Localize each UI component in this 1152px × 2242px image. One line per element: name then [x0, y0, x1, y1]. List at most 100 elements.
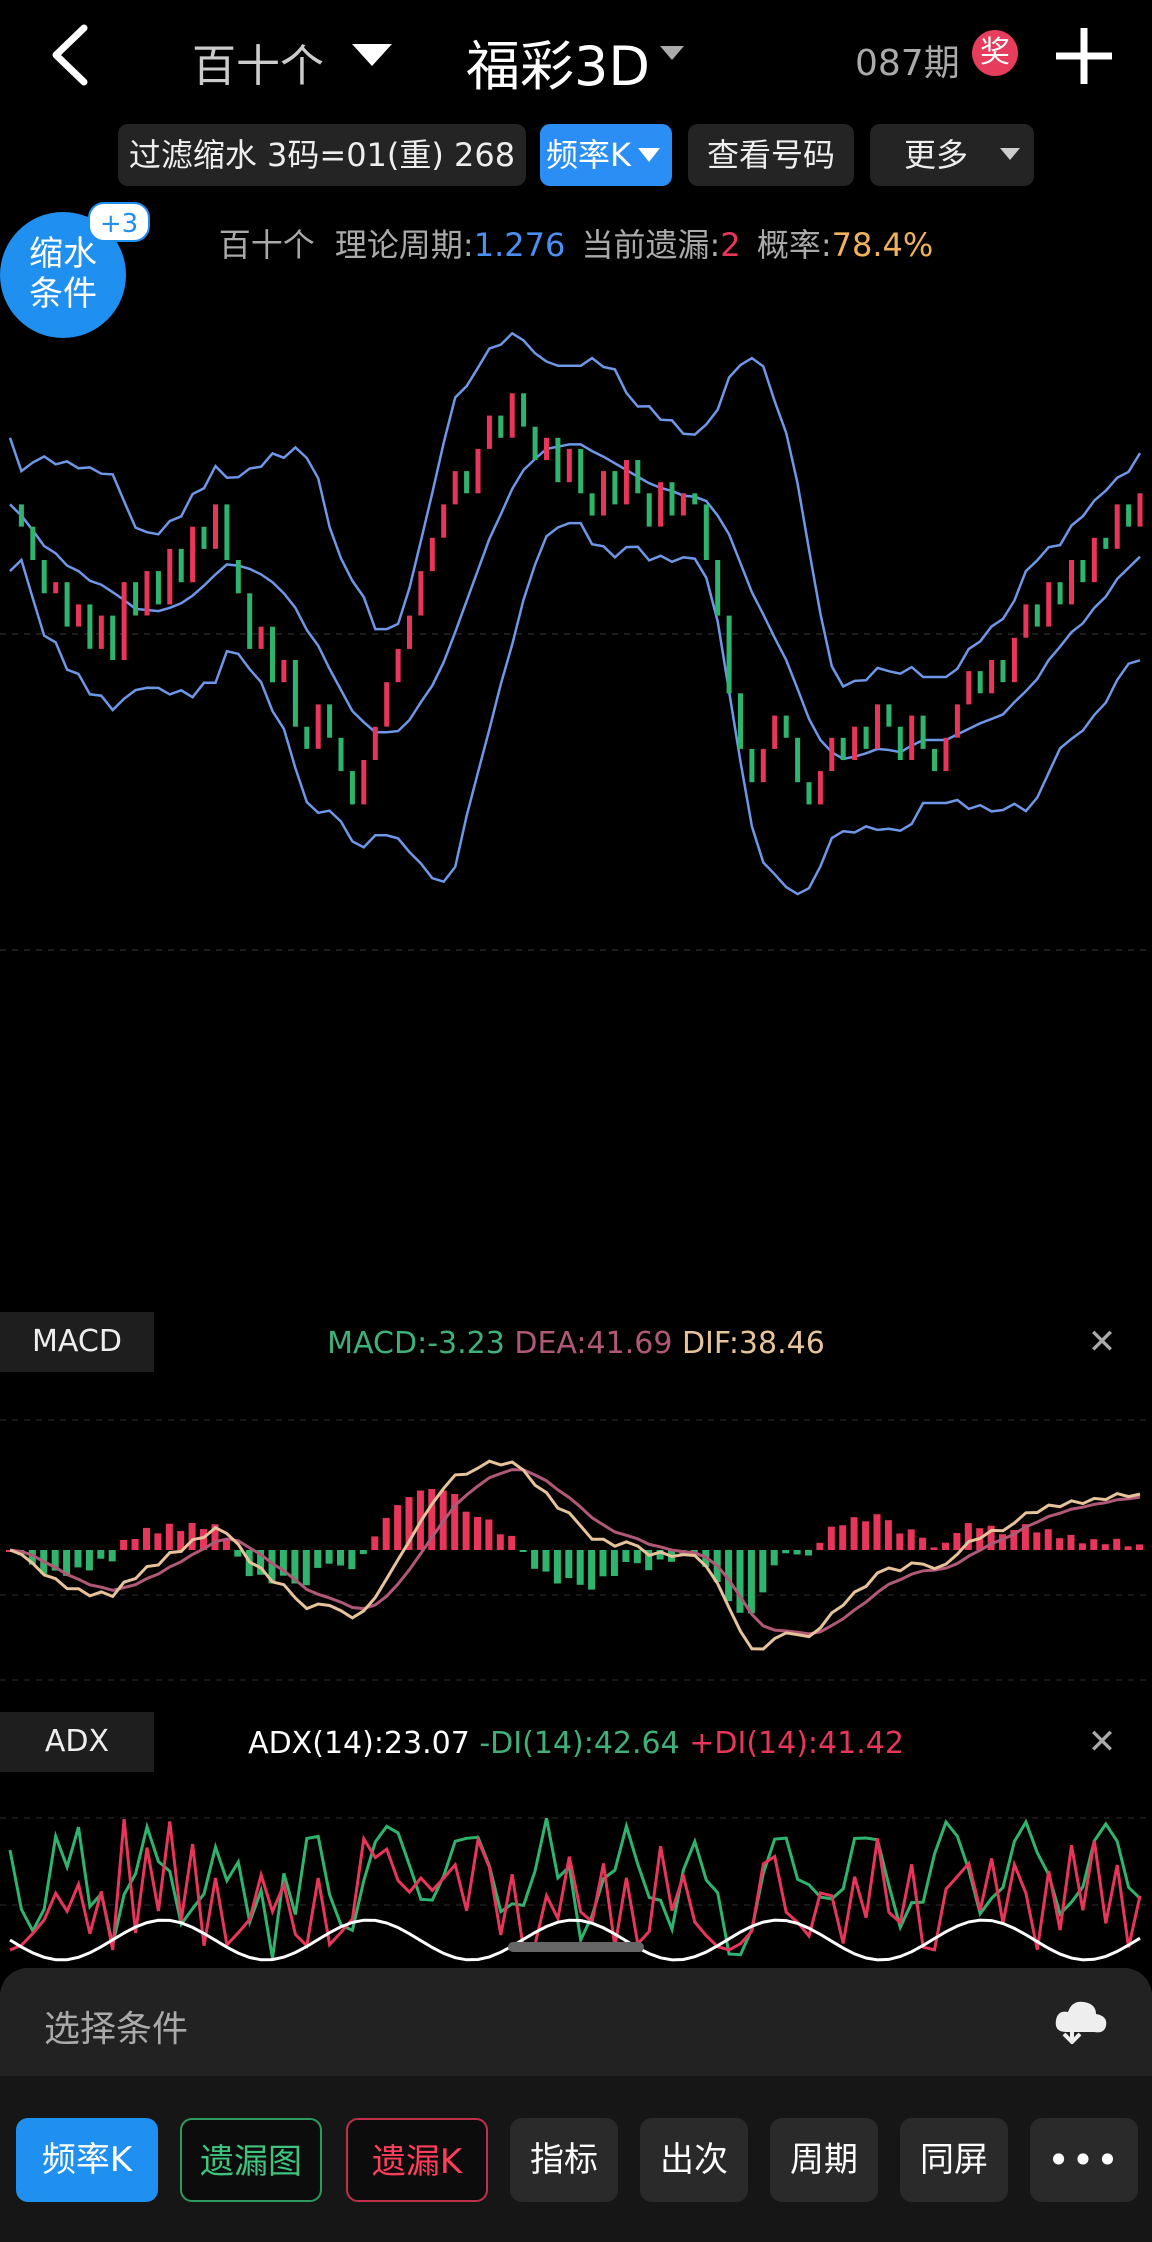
candle — [1091, 537, 1097, 583]
candle — [897, 726, 903, 760]
macd-histogram-bar — [85, 1550, 93, 1571]
more-options-button[interactable]: ••• — [1030, 2118, 1138, 2202]
macd-histogram-bar — [28, 1550, 36, 1565]
candle — [829, 737, 835, 772]
macd-histogram-bar — [496, 1534, 504, 1550]
prize-badge[interactable]: 奖 — [972, 30, 1018, 76]
candle — [429, 537, 435, 572]
macd-histogram-bar — [542, 1550, 550, 1572]
macd-histogram-bar — [108, 1550, 116, 1562]
candle — [486, 415, 492, 449]
back-arrow-icon[interactable] — [44, 20, 104, 90]
macd-histogram-bar — [770, 1550, 778, 1566]
condition-placeholder[interactable]: 选择条件 — [44, 2009, 189, 2050]
macd-histogram-bar — [759, 1550, 767, 1593]
candle — [692, 493, 698, 505]
candle — [304, 726, 310, 749]
candle — [418, 571, 424, 616]
macd-histogram-bar — [325, 1550, 333, 1564]
macd-histogram-bar — [1113, 1538, 1121, 1550]
candle — [772, 715, 778, 749]
candle — [1069, 560, 1074, 605]
macd-histogram-bar — [222, 1540, 230, 1550]
position-selector[interactable]: 百十个 — [192, 41, 324, 92]
macd-histogram-bar — [268, 1550, 276, 1584]
title-caret-icon[interactable] — [660, 46, 684, 60]
macd-histogram-bar — [337, 1550, 344, 1566]
candle — [566, 448, 572, 483]
bollinger-mid-line — [9, 443, 1141, 761]
macd-histogram-bar — [1010, 1530, 1018, 1550]
candle — [954, 704, 960, 738]
candle — [327, 704, 333, 738]
macd-histogram-bar — [63, 1550, 71, 1576]
macd-close-icon[interactable]: ✕ — [1087, 1322, 1117, 1362]
more-button[interactable]: 更多 — [870, 124, 1034, 186]
macd-histogram-bar — [610, 1550, 618, 1576]
candle — [521, 393, 527, 427]
drag-handle[interactable] — [508, 1942, 644, 1952]
macd-histogram-bar — [964, 1523, 972, 1550]
bollinger-lower-line — [9, 521, 1141, 896]
macd-histogram-bar — [747, 1550, 755, 1614]
candle — [863, 726, 869, 749]
condition-selector[interactable]: 选择条件 — [0, 1942, 1152, 2076]
candle — [840, 737, 846, 760]
candle — [1023, 604, 1029, 638]
adx-tag[interactable]: ADX — [0, 1712, 154, 1772]
candle — [589, 493, 595, 516]
frequency-k-chart[interactable] — [0, 300, 1152, 1260]
theory-period-value: 1.276 — [473, 226, 566, 264]
macd-histogram-bar — [257, 1550, 265, 1575]
tab-occurrences[interactable]: 出次 — [640, 2118, 748, 2202]
macd-histogram-bar — [1056, 1538, 1064, 1550]
candle — [703, 504, 709, 560]
macd-histogram-bar — [428, 1489, 436, 1550]
candle — [270, 626, 275, 683]
macd-histogram-bar — [211, 1524, 219, 1550]
tab-cycle[interactable]: 周期 — [770, 2118, 878, 2202]
view-numbers-button[interactable]: 查看号码 — [688, 124, 854, 186]
chart-type-label: 频率K — [546, 136, 631, 174]
add-icon[interactable] — [1054, 26, 1114, 86]
candle — [920, 715, 926, 749]
macd-histogram-bar — [942, 1542, 949, 1550]
candle — [64, 582, 70, 627]
dea-line — [9, 1468, 1141, 1636]
tab-same-screen[interactable]: 同屏 — [900, 2118, 1008, 2202]
candle — [601, 471, 606, 516]
caret-down-icon[interactable] — [350, 42, 394, 68]
macd-chart[interactable] — [0, 1390, 1152, 1690]
macd-histogram-bar — [1021, 1524, 1029, 1550]
current-miss-value: 2 — [720, 226, 741, 264]
candle — [18, 504, 24, 527]
tab-miss-k[interactable]: 遗漏K — [346, 2118, 488, 2202]
candle — [966, 671, 972, 705]
tab-frequency-k[interactable]: 频率K — [16, 2118, 158, 2202]
macd-histogram-bar — [725, 1550, 733, 1602]
chart-type-button[interactable]: 频率K — [540, 124, 672, 186]
tab-miss-chart[interactable]: 遗漏图 — [180, 2118, 322, 2202]
adx-close-icon[interactable]: ✕ — [1087, 1722, 1117, 1762]
page-title[interactable]: 福彩3D — [466, 35, 650, 98]
macd-histogram-bar — [645, 1550, 653, 1571]
bollinger-upper-line — [8, 331, 1142, 689]
candle — [224, 504, 230, 560]
candle — [395, 648, 401, 683]
macd-histogram-bar — [165, 1523, 173, 1550]
theory-period-label: 理论周期: — [334, 226, 474, 264]
period-label: 087期 — [855, 43, 960, 84]
macd-histogram-bar — [1090, 1539, 1098, 1550]
tab-indicators[interactable]: 指标 — [510, 2118, 618, 2202]
macd-histogram-bar — [97, 1550, 105, 1559]
macd-tag[interactable]: MACD — [0, 1312, 154, 1372]
macd-histogram-bar — [896, 1533, 904, 1550]
macd-histogram-bar — [1067, 1534, 1075, 1550]
plus-di-line — [9, 1818, 1142, 1953]
macd-histogram-bar — [805, 1550, 812, 1556]
filter-button[interactable]: 过滤缩水 3码=01(重) 268 — [118, 124, 526, 186]
candle — [372, 726, 378, 760]
candle — [817, 771, 823, 805]
adx-chart[interactable] — [0, 1790, 1152, 1968]
cloud-download-icon[interactable] — [1050, 1994, 1110, 2044]
